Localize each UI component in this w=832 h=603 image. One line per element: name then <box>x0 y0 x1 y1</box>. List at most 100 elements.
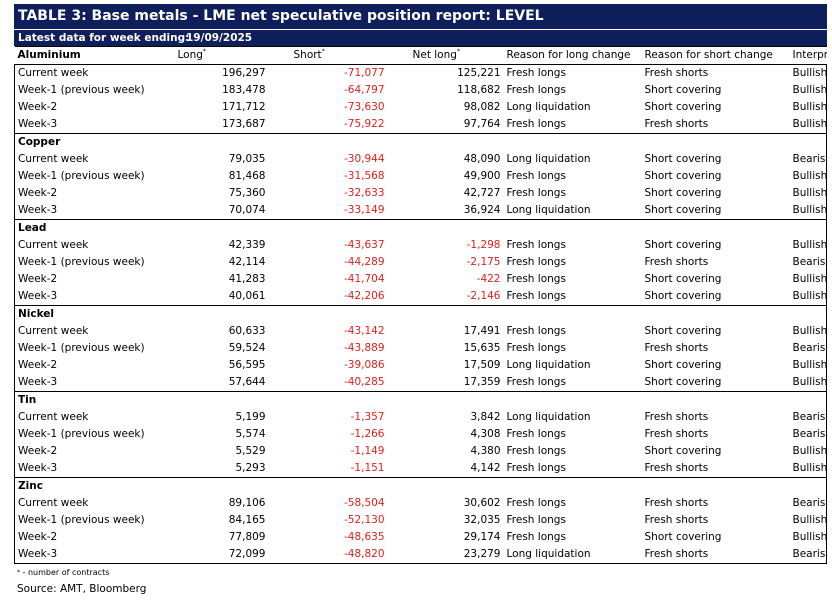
reason-short-value: Fresh shorts <box>644 67 709 79</box>
reason-short-value: Short covering <box>644 153 722 165</box>
table-row: Current week 89,106 -58,504 30,602 Fresh lon… <box>14 495 827 512</box>
section-name: Zinc <box>14 477 156 495</box>
section-header-blank <box>792 391 827 409</box>
interpretation-value: Bullish <box>792 237 827 254</box>
reason-long-value: Fresh longs <box>500 374 639 392</box>
reason-short-value: Short covering <box>644 84 722 96</box>
long-value: 56,595 <box>228 359 266 371</box>
reason-long-value: Fresh longs <box>500 288 639 306</box>
net-long-value: 48,090 <box>463 153 501 165</box>
header-marker: * <box>456 48 460 55</box>
header-long: Long* <box>155 46 266 65</box>
section-header-lead: Lead <box>14 219 827 237</box>
source-note: Source: AMT, Bloomberg <box>17 583 147 595</box>
long-value: 196,297 <box>222 67 266 79</box>
week-label: Week-3 <box>14 460 156 478</box>
header-short-label: Short <box>293 49 322 61</box>
section-header-blank <box>792 477 827 495</box>
week-label: Week-2 <box>14 185 156 202</box>
section-header-blank <box>792 133 827 151</box>
week-label: Week-3 <box>14 546 156 564</box>
net-long-value: -2,175 <box>466 256 501 268</box>
interpretation-value: Bullish <box>792 168 827 185</box>
week-label: Week-3 <box>14 288 156 306</box>
long-value: 57,644 <box>155 374 266 392</box>
interpretation-value: Bearish <box>792 340 827 357</box>
section-header-blank <box>500 305 639 323</box>
table-row: Week-3 72,099 -48,820 23,279 Long liquidatio… <box>14 546 827 564</box>
interpretation-value: Bullish <box>792 116 827 134</box>
week-label: Week-2 <box>14 443 156 460</box>
section-header-blank <box>792 219 827 237</box>
short-value: -30,944 <box>343 153 385 165</box>
interpretation-value: Bullish <box>792 99 827 116</box>
reason-short-value: Short covering <box>638 374 793 392</box>
interpretation-value: Bullish <box>792 443 827 460</box>
net-long-value: 49,900 <box>463 170 501 182</box>
footnote-text: - number of contracts <box>20 568 110 577</box>
section-header-blank <box>265 219 385 237</box>
section-header-blank <box>384 477 501 495</box>
short-value: -39,086 <box>343 359 385 371</box>
section-header-aluminium: Aluminium Long* Short* Net long* Reason for … <box>14 46 827 65</box>
header-reason-long: Reason for long change <box>500 46 639 65</box>
section-header-blank <box>500 477 639 495</box>
section-header-blank <box>638 219 793 237</box>
section-header-blank <box>500 391 639 409</box>
reason-short-value: Fresh shorts <box>644 428 709 440</box>
week-label: Week-2 <box>14 529 156 546</box>
interpretation-value: Bearish <box>792 426 827 443</box>
reason-long-value: Fresh longs <box>506 325 566 337</box>
net-long-value: -422 <box>476 273 501 285</box>
section-header-blank <box>792 305 827 323</box>
section-name: Lead <box>14 219 156 237</box>
long-value: 75,360 <box>228 187 266 199</box>
reason-long-value: Fresh longs <box>506 273 566 285</box>
long-value: 79,035 <box>228 153 266 165</box>
net-long-value: 29,174 <box>463 531 501 543</box>
table-row: Current week 5,199 -1,357 3,842 Long liquida… <box>14 409 827 426</box>
table-row: Week-1 (previous week) 81,468 -31,568 49,90… <box>14 168 827 185</box>
header-interpretation-label: Interpretation <box>792 49 827 61</box>
interpretation-value: Bullish <box>792 288 827 306</box>
long-value: 59,524 <box>228 342 266 354</box>
section-header-blank <box>384 305 501 323</box>
interpretation-value: Bullish <box>792 357 827 374</box>
short-value: -33,149 <box>265 202 385 220</box>
section-header-nickel: Nickel <box>14 305 827 323</box>
reason-long-value: Long liquidation <box>500 546 639 564</box>
net-long-value: 3,842 <box>470 411 501 423</box>
interpretation-value: Bullish <box>792 374 827 392</box>
reason-short-value: Short covering <box>644 359 722 371</box>
reason-short-value: Fresh shorts <box>644 497 709 509</box>
section-header-blank <box>155 477 266 495</box>
report-table-container: TABLE 3: Base metals - LME net speculati… <box>14 4 827 595</box>
reason-short-value: Short covering <box>644 101 722 113</box>
short-value: -1,266 <box>350 428 385 440</box>
section-header-copper: Copper <box>14 133 827 151</box>
interpretation-value: Bullish <box>792 185 827 202</box>
short-value: -1,151 <box>265 460 385 478</box>
reason-long-value: Fresh longs <box>506 497 566 509</box>
table-row: Week-3 57,644 -40,285 17,359 Fresh longs Shor… <box>14 374 827 392</box>
short-value: -43,142 <box>343 325 385 337</box>
reason-long-value: Fresh longs <box>506 187 566 199</box>
short-value: -43,889 <box>343 342 385 354</box>
net-long-value: 125,221 <box>457 67 501 79</box>
net-long-value: 118,682 <box>457 84 501 96</box>
net-long-value: 17,491 <box>463 325 501 337</box>
week-label: Current week <box>14 64 156 82</box>
section-header-blank <box>265 305 385 323</box>
section-header-blank <box>384 133 501 151</box>
long-value: 183,478 <box>222 84 266 96</box>
table-row: Week-2 171,712 -73,630 98,082 Long liquidati… <box>14 99 827 116</box>
long-value: 40,061 <box>155 288 266 306</box>
table-row: Week-3 70,074 -33,149 36,924 Long liquidatio… <box>14 202 827 220</box>
reason-long-value: Fresh longs <box>506 84 566 96</box>
header-interpretation: Interpretation <box>792 46 827 65</box>
week-label: Week-3 <box>14 116 156 134</box>
long-value: 70,074 <box>155 202 266 220</box>
short-value: -1,357 <box>350 411 385 423</box>
section-header-blank <box>638 133 793 151</box>
interpretation-value: Bullish <box>792 271 827 288</box>
